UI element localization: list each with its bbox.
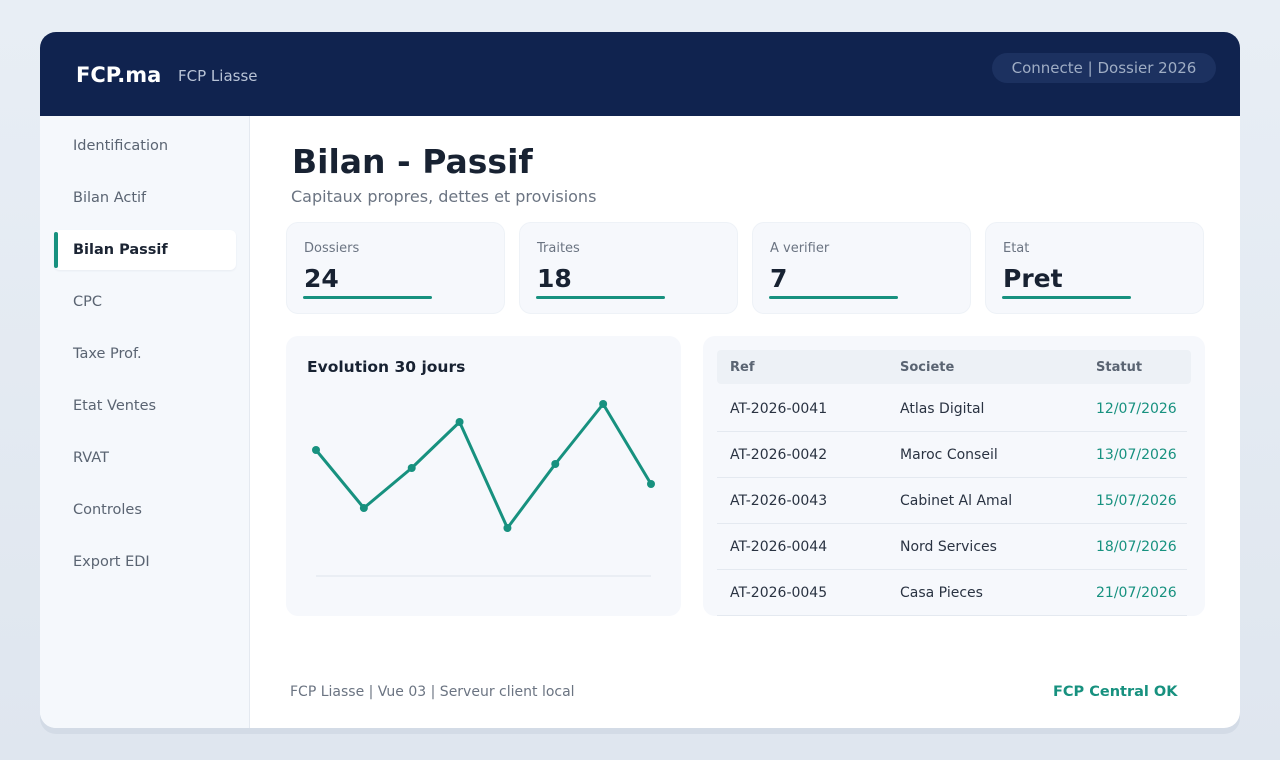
central-status: FCP Central OK: [1053, 684, 1178, 700]
top-bar: FCP.ma FCP Liasse Connecte | Dossier 202…: [40, 32, 1240, 116]
page-title: Bilan - Passif: [292, 142, 533, 181]
cell-statut: 18/07/2026: [1096, 539, 1177, 555]
table-row[interactable]: AT-2026-0043 Cabinet Al Amal 15/07/2026: [717, 478, 1187, 524]
cell-societe: Nord Services: [900, 539, 997, 555]
chart-point[interactable]: [599, 400, 608, 408]
chart-point[interactable]: [551, 460, 560, 468]
sidebar-item-etat-ventes[interactable]: Etat Ventes: [73, 398, 157, 414]
column-header-societe[interactable]: Societe: [900, 360, 955, 375]
sidebar-item-rvat[interactable]: RVAT: [73, 450, 109, 466]
chart-series-line: [314, 402, 653, 530]
chart-title: Evolution 30 jours: [307, 358, 466, 376]
cell-societe: Maroc Conseil: [900, 447, 998, 463]
table-header: Ref Societe Statut: [717, 350, 1191, 384]
footer-info: FCP Liasse | Vue 03 | Serveur client loc…: [290, 684, 575, 700]
cell-ref: AT-2026-0042: [730, 447, 828, 463]
cell-societe: Casa Pieces: [900, 585, 983, 601]
table-row[interactable]: AT-2026-0044 Nord Services 18/07/2026: [717, 524, 1187, 570]
stat-underline: [769, 296, 898, 299]
line-chart: [312, 400, 655, 577]
table-row[interactable]: AT-2026-0045 Casa Pieces 21/07/2026: [717, 570, 1187, 616]
cell-statut: 21/07/2026: [1096, 585, 1177, 601]
cell-statut: 13/07/2026: [1096, 447, 1177, 463]
stat-label: Etat: [1003, 241, 1030, 256]
stat-underline: [536, 296, 665, 299]
cell-societe: Atlas Digital: [900, 401, 985, 417]
cell-ref: AT-2026-0041: [730, 401, 828, 417]
cell-societe: Cabinet Al Amal: [900, 493, 1013, 509]
chart-point[interactable]: [647, 480, 655, 488]
stat-underline: [1002, 296, 1131, 299]
app-name: FCP Liasse: [178, 67, 258, 85]
table-row[interactable]: AT-2026-0042 Maroc Conseil 13/07/2026: [717, 432, 1187, 478]
chart-point[interactable]: [312, 446, 320, 454]
stat-value: 24: [304, 264, 339, 293]
cell-ref: AT-2026-0045: [730, 585, 828, 601]
column-header-ref[interactable]: Ref: [730, 360, 755, 375]
cell-statut: 12/07/2026: [1096, 401, 1177, 417]
chart-point[interactable]: [407, 464, 416, 472]
sidebar-item-identification[interactable]: Identification: [73, 138, 169, 154]
sidebar-item-taxe-prof[interactable]: Taxe Prof.: [73, 346, 142, 362]
stat-label: Traites: [537, 241, 580, 256]
cell-ref: AT-2026-0043: [730, 493, 828, 509]
sidebar-item-controles[interactable]: Controles: [73, 502, 142, 518]
stat-underline: [303, 296, 432, 299]
sidebar-item-bilan-passif[interactable]: Bilan Passif: [54, 230, 236, 270]
sidebar-item-export-edi[interactable]: Export EDI: [73, 554, 150, 570]
dossiers-table: Ref Societe Statut AT-2026-0041 Atlas Di…: [703, 336, 1205, 616]
cell-ref: AT-2026-0044: [730, 539, 828, 555]
stat-card-dossiers: Dossiers 24: [286, 222, 505, 314]
stat-card-traites: Traites 18: [519, 222, 738, 314]
sidebar: Identification Bilan Actif Bilan Passif …: [40, 116, 250, 728]
sidebar-item-cpc[interactable]: CPC: [73, 294, 102, 310]
chart-point[interactable]: [359, 504, 368, 512]
stat-value: 18: [537, 264, 572, 293]
column-header-statut[interactable]: Statut: [1096, 360, 1143, 375]
stat-value: 7: [770, 264, 788, 293]
stat-card-a-verifier: A verifier 7: [752, 222, 971, 314]
connection-status-badge: Connecte | Dossier 2026: [992, 53, 1216, 83]
page-subtitle: Capitaux propres, dettes et provisions: [291, 187, 597, 206]
cell-statut: 15/07/2026: [1096, 493, 1177, 509]
brand-logo[interactable]: FCP.ma: [76, 63, 162, 87]
stat-card-etat: Etat Pret: [985, 222, 1204, 314]
chart-point[interactable]: [455, 418, 464, 426]
stat-label: Dossiers: [304, 241, 360, 256]
chart-card: Evolution 30 jours: [286, 336, 681, 616]
chart-point[interactable]: [503, 524, 512, 532]
table-row[interactable]: AT-2026-0041 Atlas Digital 12/07/2026: [717, 386, 1187, 432]
stat-value: Pret: [1003, 264, 1063, 293]
stat-label: A verifier: [770, 241, 830, 256]
app-window: FCP.ma FCP Liasse Connecte | Dossier 202…: [40, 32, 1240, 728]
sidebar-item-bilan-actif[interactable]: Bilan Actif: [73, 190, 147, 206]
